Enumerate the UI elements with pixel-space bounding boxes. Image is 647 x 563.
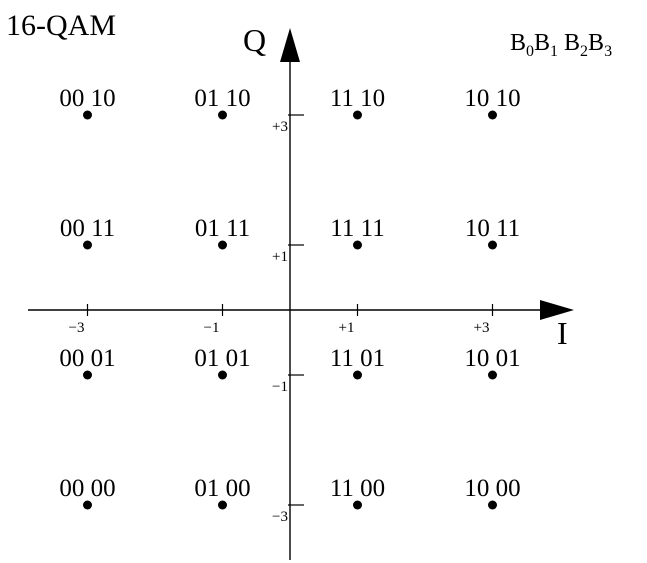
constellation-point: 01 00 [194,475,251,510]
symbol-bits-label: 11 01 [330,345,385,372]
symbol-bits-label: 00 01 [59,345,115,372]
bit-order-label: B0B1 B2B3 [510,30,612,60]
symbol-bits-label: 10 10 [464,85,520,112]
symbol-dot [218,500,227,510]
symbol-bits-label: 00 00 [59,475,115,502]
q-tick-label: −1 [272,379,288,395]
constellation-point: 01 11 [195,215,250,250]
symbol-bits-label: 10 01 [464,345,520,372]
symbol-dot [353,240,362,250]
q-tick-label: +1 [272,249,288,265]
symbol-dot [83,110,92,120]
symbol-bits-label: 11 11 [330,215,384,242]
symbol-dot [353,110,362,120]
symbol-bits-label: 01 10 [194,85,250,112]
constellation-point: 01 10 [194,85,251,120]
i-tick-label: +3 [474,320,490,336]
symbol-bits-label: 01 11 [195,215,250,242]
constellation-point: 11 11 [330,215,385,250]
symbol-bits-label: 01 00 [194,475,250,502]
symbol-bits-label: 00 10 [59,85,115,112]
symbol-bits-label: 11 10 [330,85,385,112]
q-axis-arrowhead [280,28,300,62]
constellation-point: 11 10 [330,85,385,120]
q-tick-label: +3 [272,119,288,135]
constellation-point: 11 00 [330,475,385,510]
diagram-title: 16-QAM [6,9,116,42]
symbol-dot [218,240,227,250]
q-axis-label: Q [243,22,266,58]
symbol-dot [83,240,92,250]
i-tick-label: +1 [339,320,355,336]
symbol-bits-label: 10 00 [464,475,520,502]
symbol-dot [353,370,362,380]
symbol-dot [488,500,497,510]
constellation-point: 00 11 [60,215,115,250]
symbol-bits-label: 10 11 [465,215,520,242]
symbol-bits-label: 00 11 [60,215,115,242]
i-axis-label: I [557,315,568,351]
i-axis-arrowhead [540,300,574,320]
symbol-dot [83,370,92,380]
symbol-dot [83,500,92,510]
constellation-point: 10 11 [465,215,520,250]
symbol-dot [488,110,497,120]
symbol-dot [353,500,362,510]
constellation-point: 10 01 [464,345,521,380]
symbol-dot [488,240,497,250]
symbol-dot [218,370,227,380]
tick-marks: −3 −1 +1 +3 +3 +1 −1 −3 [69,114,494,525]
constellation-point: 11 01 [330,345,385,380]
constellation-points: 00 10 01 10 11 10 10 10 00 11 01 11 11 11 10 11… [59,85,521,510]
constellation-point: 00 00 [59,475,116,510]
constellation-point: 10 00 [464,475,521,510]
constellation-point: 00 01 [59,345,116,380]
q-tick-label: −3 [272,509,288,525]
i-tick-label: −3 [69,320,85,336]
symbol-bits-label: 01 01 [194,345,250,372]
symbol-bits-label: 11 00 [330,475,385,502]
symbol-dot [218,110,227,120]
constellation-point: 00 10 [59,85,116,120]
constellation-point: 10 10 [464,85,521,120]
symbol-dot [488,370,497,380]
i-tick-label: −1 [204,320,220,336]
constellation-point: 01 01 [194,345,251,380]
